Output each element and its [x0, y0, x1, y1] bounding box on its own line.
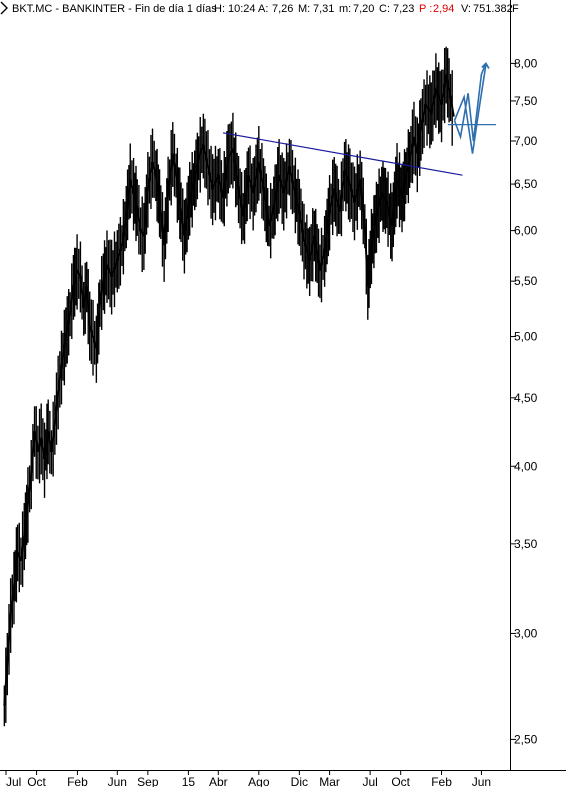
arrow-head-icon [481, 62, 490, 69]
trendline-line [222, 132, 463, 176]
x-tick-label: Feb [67, 775, 88, 787]
x-tick-label: Ago [248, 775, 270, 787]
header-p-label: P : [419, 3, 432, 15]
y-tick-label: 8,00 [514, 56, 538, 70]
x-tick-label: Dic [291, 775, 308, 787]
header-p-value: 2,94 [433, 3, 454, 15]
x-tick-label: 15 [182, 775, 196, 787]
y-tick-label: 6,00 [514, 224, 538, 238]
x-tick-label: Abr [209, 775, 228, 787]
chevron-right-icon [0, 1, 8, 15]
chart-header: BKT.MC - BANKINTER - Fin de día 1 días H… [12, 3, 519, 15]
x-axis: Jul Oct Feb Jun Sep 15 Abr Ago Dic Mar Jul Oct Feb Ju… [5, 770, 491, 787]
x-tick-label: Jun [108, 775, 127, 787]
x-tick-label: Jul [6, 775, 21, 787]
y-tick-label: 7,50 [514, 94, 538, 108]
x-tick-label: Mar [319, 775, 340, 787]
header-symbol: BKT.MC - BANKINTER - Fin de día 1 días [12, 3, 217, 15]
x-tick-label: Feb [431, 775, 452, 787]
y-tick-label: 4,00 [514, 459, 538, 473]
header-background [0, 0, 510, 16]
header-v-label: V: [461, 3, 471, 15]
y-tick-label: 3,50 [514, 537, 538, 551]
header-h-label: H: [214, 3, 225, 15]
header-m-label: M: [298, 3, 310, 15]
price-series [3, 46, 455, 727]
y-tick-label: 5,00 [514, 330, 538, 344]
header-m-value: 7,31 [313, 3, 334, 15]
y-tick-label: 7,00 [514, 134, 538, 148]
x-tick-label: Oct [27, 775, 46, 787]
header-h-value: 10:24 [228, 3, 256, 15]
y-axis: 2,50 3,00 3,50 4,00 4,50 5,00 5,50 6,00 6,50 7,00… [510, 56, 538, 746]
x-tick-label: Jun [472, 775, 491, 787]
price-line [3, 74, 455, 706]
drawing-overlays [222, 62, 496, 176]
y-tick-label: 5,50 [514, 274, 538, 288]
header-v-value: 751.382 [473, 3, 513, 15]
header-a-label: A: [258, 3, 268, 15]
header-c-label: C: [379, 3, 390, 15]
header-a-value: 7,26 [272, 3, 293, 15]
x-tick-label: Sep [137, 775, 159, 787]
y-tick-label: 2,50 [514, 732, 538, 746]
x-tick-label: Oct [391, 775, 410, 787]
header-c-value: 7,23 [393, 3, 414, 15]
header-mn-value: 7,20 [353, 3, 374, 15]
y-tick-label: 4,50 [514, 391, 538, 405]
y-tick-label: 6,50 [514, 177, 538, 191]
y-tick-label: 3,00 [514, 626, 538, 640]
header-trail: F [512, 3, 519, 15]
projection-line [453, 63, 487, 154]
projection-line [453, 63, 487, 142]
header-mn-label: m: [339, 3, 351, 15]
x-tick-label: Jul [362, 775, 377, 787]
